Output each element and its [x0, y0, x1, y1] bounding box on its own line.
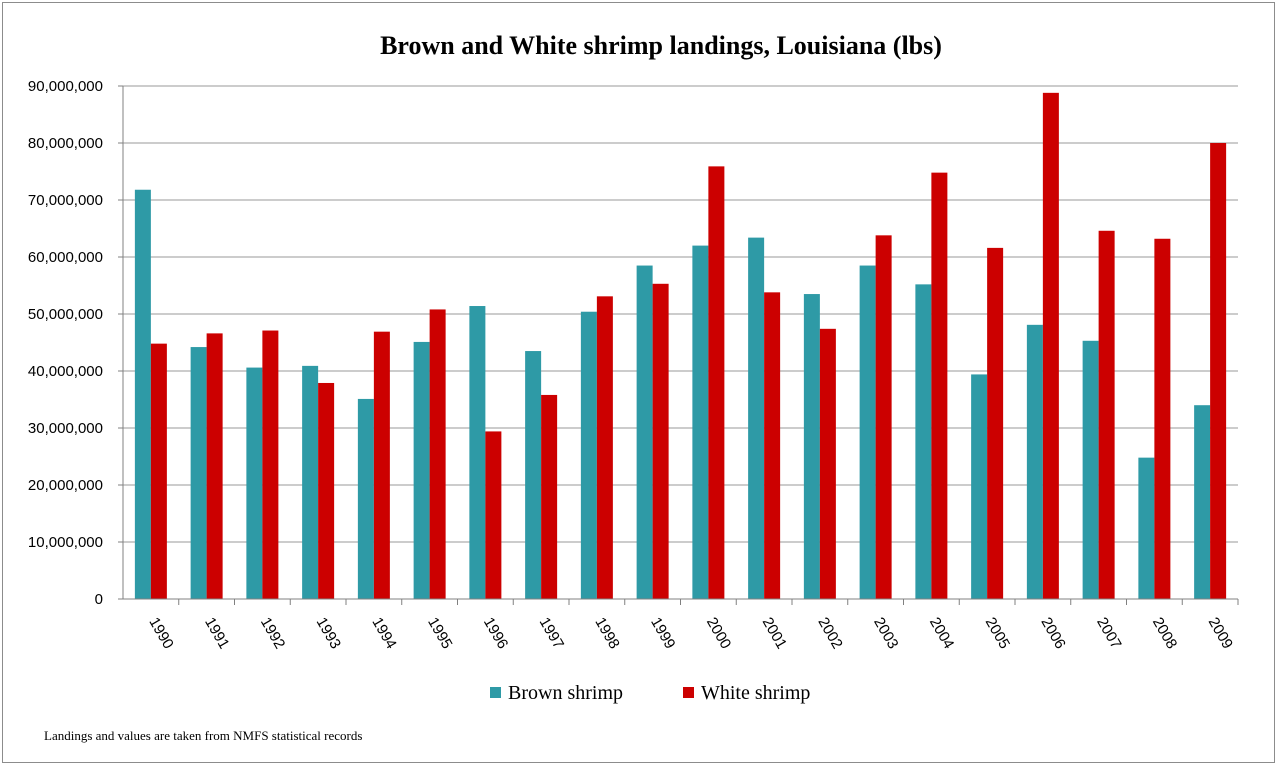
legend-label: White shrimp: [701, 682, 810, 704]
bars: [134, 92, 1227, 600]
bar-white-shrimp: [1210, 143, 1227, 599]
bar-brown-shrimp: [915, 284, 932, 599]
legend-swatch: [490, 687, 501, 698]
x-tick-label: 1991: [201, 615, 232, 652]
bar-white-shrimp: [150, 343, 167, 599]
bar-white-shrimp: [652, 283, 669, 599]
x-tick-label: 2002: [814, 615, 845, 652]
chart-title: Brown and White shrimp landings, Louisia…: [380, 31, 942, 60]
x-tick-label: 1997: [536, 615, 567, 652]
bar-brown-shrimp: [469, 306, 486, 599]
bar-brown-shrimp: [1194, 405, 1211, 599]
bar-brown-shrimp: [302, 365, 319, 599]
x-tick-label: 2001: [759, 615, 790, 652]
y-tick-label: 20,000,000: [28, 477, 103, 494]
bar-white-shrimp: [1154, 238, 1171, 599]
bar-brown-shrimp: [525, 351, 542, 599]
x-tick-label: 2006: [1037, 615, 1068, 652]
bar-white-shrimp: [875, 235, 892, 599]
bar-brown-shrimp: [413, 341, 430, 599]
bar-brown-shrimp: [692, 245, 709, 599]
bar-white-shrimp: [764, 292, 781, 599]
y-tick-label: 70,000,000: [28, 192, 103, 209]
bar-brown-shrimp: [748, 237, 765, 599]
bar-brown-shrimp: [134, 189, 151, 600]
bar-white-shrimp: [708, 166, 725, 599]
bar-white-shrimp: [206, 333, 223, 599]
bar-brown-shrimp: [1082, 340, 1099, 599]
y-tick-label: 80,000,000: [28, 135, 103, 152]
y-tick-label: 40,000,000: [28, 363, 103, 380]
bar-brown-shrimp: [859, 265, 876, 599]
source-note: Landings and values are taken from NMFS …: [44, 728, 362, 743]
axes: [122, 86, 1238, 600]
x-tick-label: 1998: [591, 615, 622, 652]
y-tick-label: 90,000,000: [28, 78, 103, 95]
x-tick-label: 2003: [870, 615, 901, 652]
bar-white-shrimp: [1042, 92, 1059, 599]
bar-brown-shrimp: [580, 311, 597, 599]
bar-white-shrimp: [429, 309, 446, 599]
legend-label: Brown shrimp: [508, 682, 623, 704]
x-tick-label: 1992: [257, 615, 288, 652]
bar-white-shrimp: [931, 172, 948, 599]
y-tick-label: 30,000,000: [28, 420, 103, 437]
bar-white-shrimp: [541, 394, 558, 599]
bar-white-shrimp: [1098, 230, 1115, 599]
y-tick-label: 50,000,000: [28, 306, 103, 323]
x-tick-label: 2008: [1149, 615, 1180, 652]
bar-brown-shrimp: [1138, 457, 1155, 599]
bar-white-shrimp: [819, 328, 836, 599]
bar-white-shrimp: [262, 330, 279, 599]
bar-white-shrimp: [373, 331, 390, 599]
x-tick-label: 2000: [703, 615, 734, 652]
bar-white-shrimp: [596, 296, 613, 599]
bar-brown-shrimp: [190, 347, 207, 599]
y-tick-label: 0: [95, 591, 103, 608]
x-tick-label: 1994: [368, 615, 399, 652]
legend: Brown shrimp White shrimp: [490, 682, 810, 704]
bar-white-shrimp: [318, 382, 335, 599]
bar-white-shrimp: [485, 431, 502, 599]
y-axis-ticks: 0 10,000,000 20,000,000 30,000,000 40,000,00…: [28, 78, 123, 608]
bar-brown-shrimp: [357, 398, 374, 599]
x-tick-label: 2004: [926, 615, 957, 652]
bar-brown-shrimp: [1026, 324, 1043, 599]
x-tick-label: 1990: [145, 615, 176, 652]
bar-brown-shrimp: [246, 367, 263, 599]
x-tick-label: 2007: [1093, 615, 1124, 652]
x-tick-label: 1999: [647, 615, 678, 652]
y-tick-label: 60,000,000: [28, 249, 103, 266]
x-tick-label: 1995: [424, 615, 455, 652]
x-tick-label: 2009: [1205, 615, 1236, 652]
x-tick-label: 1996: [480, 615, 511, 652]
bar-brown-shrimp: [971, 374, 988, 599]
x-tick-label: 2005: [982, 615, 1013, 652]
x-axis-ticks: 1990 1991 1992 1993 1994 1995 1996 1997 1998 1999…: [145, 599, 1239, 652]
x-tick-label: 1993: [313, 615, 344, 652]
y-tick-label: 10,000,000: [28, 534, 103, 551]
bar-brown-shrimp: [636, 265, 653, 599]
bar-white-shrimp: [987, 247, 1004, 599]
legend-swatch: [683, 687, 694, 698]
gridlines: [123, 85, 1238, 543]
bar-brown-shrimp: [803, 294, 820, 599]
